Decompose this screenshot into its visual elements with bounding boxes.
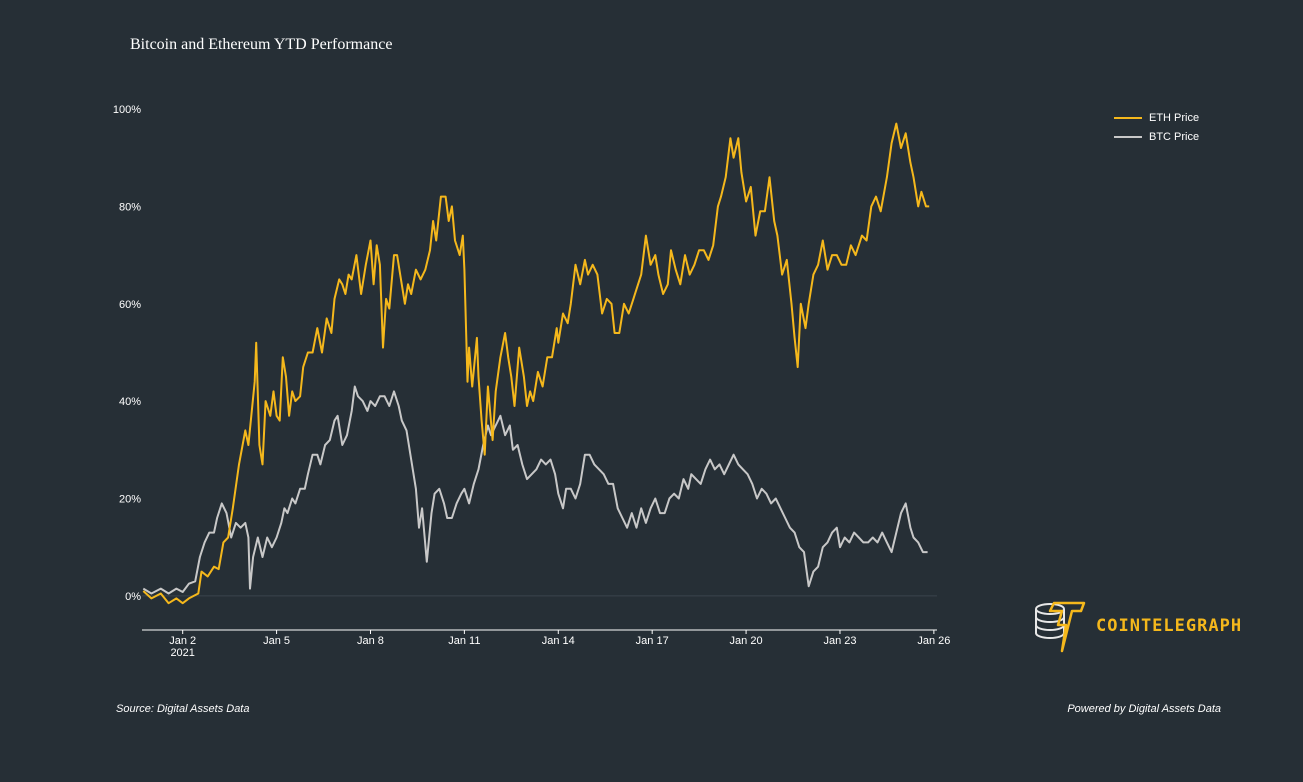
y-tick-label: 40% [119, 396, 141, 408]
series-line-eth-price [142, 122, 930, 605]
coin-stack-bolt-icon [1035, 601, 1086, 653]
y-tick-label: 20% [119, 494, 141, 506]
x-tick-label: Jan 11 [448, 635, 480, 647]
series-lines [142, 122, 930, 605]
legend-swatch-btc [1114, 135, 1142, 138]
x-tick-label: Jan 23 [823, 635, 856, 647]
series-line-btc-price [142, 385, 928, 595]
cointelegraph-logo: COINTELEGRAPH [1030, 598, 1250, 654]
powered-by-note: Powered by Digital Assets Data [1067, 703, 1221, 715]
chart-title: Bitcoin and Ethereum YTD Performance [130, 36, 393, 53]
y-tick-label: 100% [113, 104, 141, 116]
x-tick-label: Jan 20 [730, 635, 763, 647]
legend-item-eth[interactable]: ETH Price [1114, 108, 1199, 127]
logo-text: COINTELEGRAPH [1096, 616, 1243, 636]
x-tick-label: Jan 17 [636, 635, 669, 647]
x-tick-label: Jan 2 [169, 635, 196, 647]
y-tick-label: 0% [125, 591, 141, 603]
y-axis-ticks: 0% 20% 40% 60% 80% 100% [113, 104, 141, 603]
source-note: Source: Digital Assets Data [116, 703, 250, 715]
y-tick-label: 80% [119, 201, 141, 213]
legend-label-eth: ETH Price [1149, 111, 1200, 124]
legend-item-btc[interactable]: BTC Price [1114, 127, 1199, 146]
x-tick-sublabel: 2021 [170, 647, 194, 659]
y-tick-label: 60% [119, 299, 141, 311]
x-tick-label: Jan 5 [263, 635, 290, 647]
legend: ETH Price BTC Price [1114, 108, 1199, 146]
legend-swatch-eth [1114, 116, 1142, 119]
x-tick-label: Jan 26 [917, 635, 950, 647]
x-tick-label: Jan 14 [542, 635, 575, 647]
legend-label-btc: BTC Price [1149, 130, 1200, 143]
x-tick-label: Jan 8 [357, 635, 384, 647]
